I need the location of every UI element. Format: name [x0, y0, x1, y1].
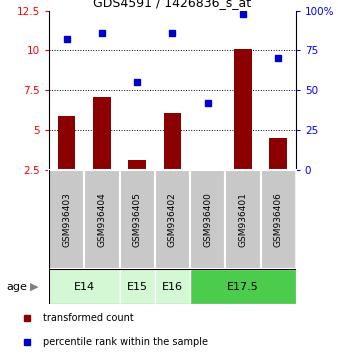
Bar: [128, 160, 146, 170]
Bar: [120, 170, 155, 269]
Text: E15: E15: [127, 282, 148, 292]
Bar: [269, 138, 287, 170]
Text: percentile rank within the sample: percentile rank within the sample: [43, 337, 208, 347]
Bar: [190, 170, 225, 269]
Bar: [49, 269, 120, 304]
Bar: [120, 269, 155, 304]
Text: GSM936406: GSM936406: [274, 192, 283, 247]
Title: GDS4591 / 1426836_s_at: GDS4591 / 1426836_s_at: [93, 0, 251, 10]
Bar: [93, 97, 111, 170]
Bar: [58, 116, 75, 170]
Bar: [234, 49, 252, 170]
Text: GSM936404: GSM936404: [97, 192, 106, 247]
Bar: [199, 170, 216, 176]
Text: GSM936401: GSM936401: [238, 192, 247, 247]
Bar: [155, 269, 190, 304]
Text: GSM936402: GSM936402: [168, 192, 177, 247]
Text: E16: E16: [162, 282, 183, 292]
Bar: [261, 170, 296, 269]
Bar: [190, 269, 296, 304]
Bar: [164, 113, 181, 170]
Text: GSM936400: GSM936400: [203, 192, 212, 247]
Bar: [84, 170, 120, 269]
Text: GSM936405: GSM936405: [132, 192, 142, 247]
Text: age: age: [7, 282, 28, 292]
Bar: [225, 170, 261, 269]
Text: E17.5: E17.5: [227, 282, 259, 292]
Text: ▶: ▶: [29, 282, 38, 292]
Bar: [49, 170, 84, 269]
Text: E14: E14: [74, 282, 95, 292]
Text: GSM936403: GSM936403: [62, 192, 71, 247]
Bar: [155, 170, 190, 269]
Text: transformed count: transformed count: [43, 313, 134, 323]
